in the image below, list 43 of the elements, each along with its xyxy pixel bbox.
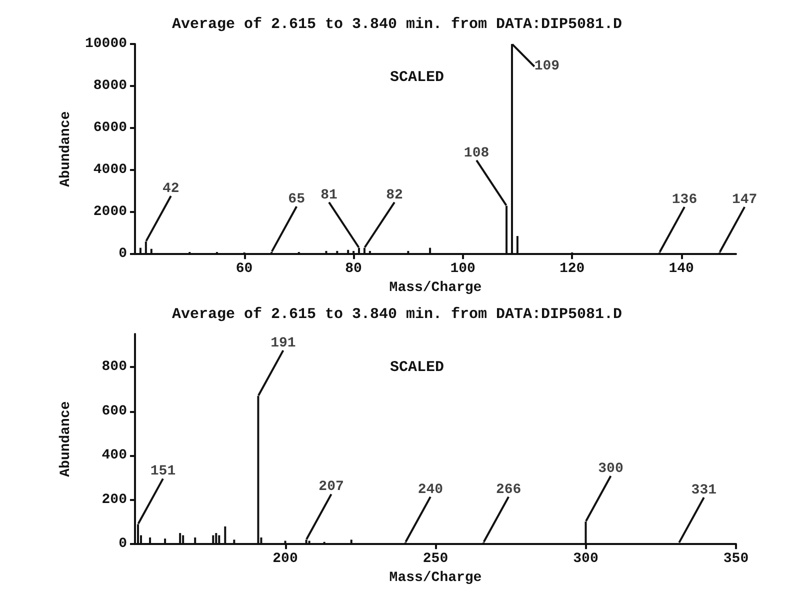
- annotation: 82: [386, 187, 403, 204]
- x-tick-label: 250: [422, 551, 448, 568]
- x-axis-title: Mass/Charge: [389, 570, 482, 586]
- x-tick-label: 60: [236, 261, 253, 278]
- y-tick-label: 2000: [93, 204, 127, 220]
- y-tick-label: 800: [102, 359, 127, 376]
- annotation: 65: [288, 192, 305, 208]
- annotation: 42: [162, 180, 180, 197]
- x-tick-label: 200: [272, 551, 298, 568]
- annotation: 300: [598, 461, 624, 478]
- y-tick-label: 10000: [84, 36, 127, 52]
- x-tick-label: 350: [723, 551, 749, 568]
- y-tick-label: 0: [118, 536, 127, 552]
- y-tick-label: 8000: [93, 78, 127, 94]
- chart-title: Average of 2.615 to 3.840 min. from DATA:DIP5081.D: [172, 306, 622, 323]
- y-tick-label: 600: [102, 403, 127, 420]
- annotation: 136: [672, 192, 698, 208]
- annotation: 207: [318, 479, 344, 496]
- x-tick-label: 120: [559, 261, 585, 278]
- x-tick-label: 300: [573, 551, 598, 568]
- annotation: 266: [496, 482, 522, 498]
- x-tick-label: 80: [345, 261, 362, 278]
- annotation: 108: [464, 145, 490, 162]
- annotation: SCALED: [390, 359, 444, 376]
- y-axis-title: Abundance: [58, 111, 74, 187]
- y-tick-label: 0: [118, 246, 127, 262]
- y-tick-label: 4000: [93, 162, 127, 178]
- annotation: 151: [150, 464, 176, 480]
- annotation: 147: [732, 192, 758, 208]
- annotation: 331: [691, 482, 717, 498]
- x-tick-label: 140: [668, 261, 694, 278]
- chart-title: Average of 2.615 to 3.840 min. from DATA:DIP5081.D: [172, 16, 622, 33]
- annotation: SCALED: [390, 69, 444, 86]
- x-axis-title: Mass/Charge: [389, 280, 482, 296]
- y-tick-label: 6000: [93, 120, 127, 136]
- y-axis-title: Abundance: [58, 401, 74, 477]
- annotation: 191: [270, 335, 296, 352]
- y-tick-label: 200: [102, 492, 127, 508]
- annotation: 81: [320, 187, 338, 204]
- annotation: 240: [418, 482, 444, 498]
- annotation: 109: [534, 58, 560, 74]
- x-tick-label: 100: [450, 261, 476, 278]
- y-tick-label: 400: [102, 448, 127, 464]
